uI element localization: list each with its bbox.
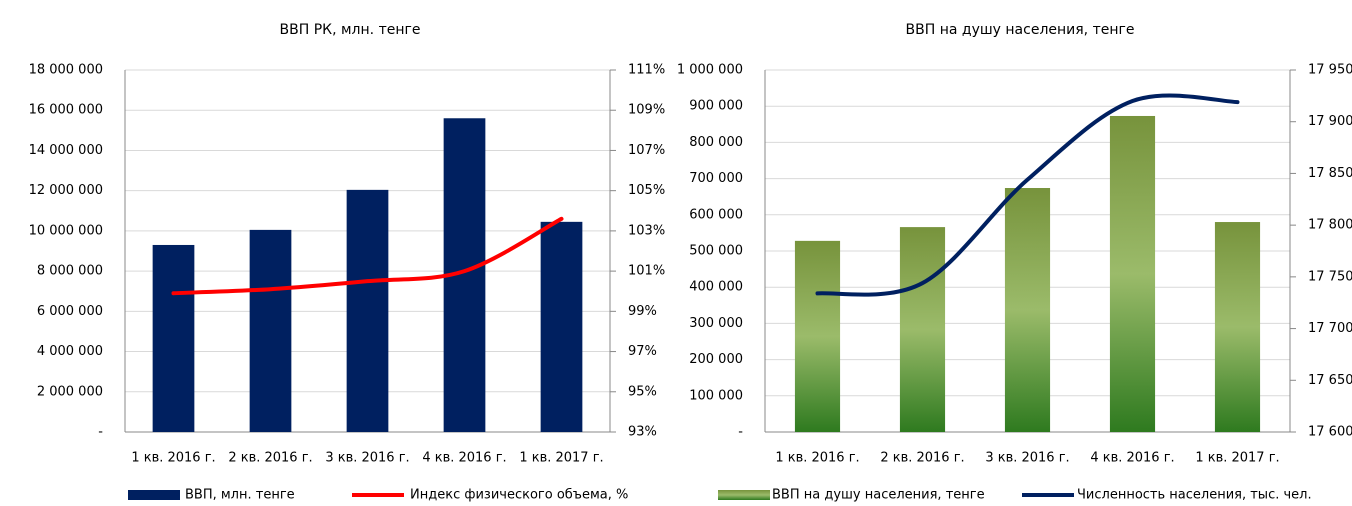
x-tick-label: 2 кв. 2016 г.: [228, 451, 312, 466]
y2-tick-label: 17 650: [1308, 373, 1352, 388]
x-tick-label: 1 кв. 2016 г.: [131, 451, 215, 466]
y-tick-label: 10 000 000: [29, 223, 103, 238]
legend-label: ВВП, млн. тенге: [185, 488, 295, 503]
y-tick-label: 18 000 000: [29, 63, 103, 78]
bar: [1109, 115, 1156, 432]
y2-tick-label: 111%: [628, 63, 665, 78]
x-tick-label: 1 кв. 2017 г.: [1195, 451, 1279, 466]
y-tick-label: 12 000 000: [29, 183, 103, 198]
y-tick-label: 700 000: [689, 171, 743, 186]
legend-label: Численность населения, тыс. чел.: [1077, 488, 1312, 503]
y-tick-label: 8 000 000: [37, 264, 103, 279]
y-tick-label: 800 000: [689, 135, 743, 150]
bar: [899, 227, 946, 432]
y-tick-label: 400 000: [689, 280, 743, 295]
y2-tick-label: 17 750: [1308, 269, 1352, 284]
y2-tick-label: 97%: [628, 344, 657, 359]
y2-tick-label: 107%: [628, 143, 665, 158]
y2-tick-label: 109%: [628, 103, 665, 118]
bar: [346, 189, 389, 432]
line: [815, 93, 1240, 297]
bar: [1004, 188, 1051, 432]
y-tick-label: -: [98, 425, 103, 440]
x-tick-label: 2 кв. 2016 г.: [880, 451, 964, 466]
y-tick-label: 500 000: [689, 244, 743, 259]
y2-tick-label: 17 850: [1308, 166, 1352, 181]
y2-tick-label: 101%: [628, 264, 665, 279]
y2-tick-label: 17 600: [1308, 425, 1352, 440]
y2-tick-label: 95%: [628, 384, 657, 399]
legend-label: ВВП на душу населения, тенге: [772, 488, 985, 503]
x-tick-label: 3 кв. 2016 г.: [325, 451, 409, 466]
bar: [1214, 222, 1261, 432]
y-tick-label: 900 000: [689, 99, 743, 114]
x-tick-label: 3 кв. 2016 г.: [985, 451, 1069, 466]
x-tick-label: 4 кв. 2016 г.: [422, 451, 506, 466]
y-tick-label: 4 000 000: [37, 344, 103, 359]
y2-tick-label: 17 900: [1308, 114, 1352, 129]
y-tick-label: 600 000: [689, 207, 743, 222]
y2-tick-label: 17 700: [1308, 321, 1352, 336]
chart-title: ВВП на душу населения, тенге: [906, 22, 1135, 38]
x-tick-label: 4 кв. 2016 г.: [1090, 451, 1174, 466]
y2-tick-label: 17 950: [1308, 63, 1352, 78]
y2-tick-label: 105%: [628, 183, 665, 198]
legend-swatch: [718, 490, 770, 500]
y-tick-label: 14 000 000: [29, 143, 103, 158]
y-tick-label: 100 000: [689, 388, 743, 403]
y-tick-label: 200 000: [689, 352, 743, 367]
y-tick-label: 16 000 000: [29, 103, 103, 118]
bar: [152, 244, 195, 432]
y-tick-label: 1 000 000: [677, 63, 743, 78]
x-tick-label: 1 кв. 2017 г.: [519, 451, 603, 466]
y-tick-label: 300 000: [689, 316, 743, 331]
bar: [794, 240, 841, 432]
legend-swatch: [128, 490, 180, 500]
bar: [540, 221, 583, 432]
y-tick-label: 2 000 000: [37, 384, 103, 399]
y2-tick-label: 103%: [628, 223, 665, 238]
line: [171, 216, 564, 296]
y-tick-label: 6 000 000: [37, 304, 103, 319]
legend-label: Индекс физического объема, %: [410, 488, 628, 503]
x-tick-label: 1 кв. 2016 г.: [775, 451, 859, 466]
chart-title: ВВП РК, млн. тенге: [280, 22, 421, 38]
y2-tick-label: 17 800: [1308, 218, 1352, 233]
y2-tick-label: 99%: [628, 304, 657, 319]
y-tick-label: -: [738, 425, 743, 440]
y2-tick-label: 93%: [628, 425, 657, 440]
bar: [249, 229, 292, 432]
